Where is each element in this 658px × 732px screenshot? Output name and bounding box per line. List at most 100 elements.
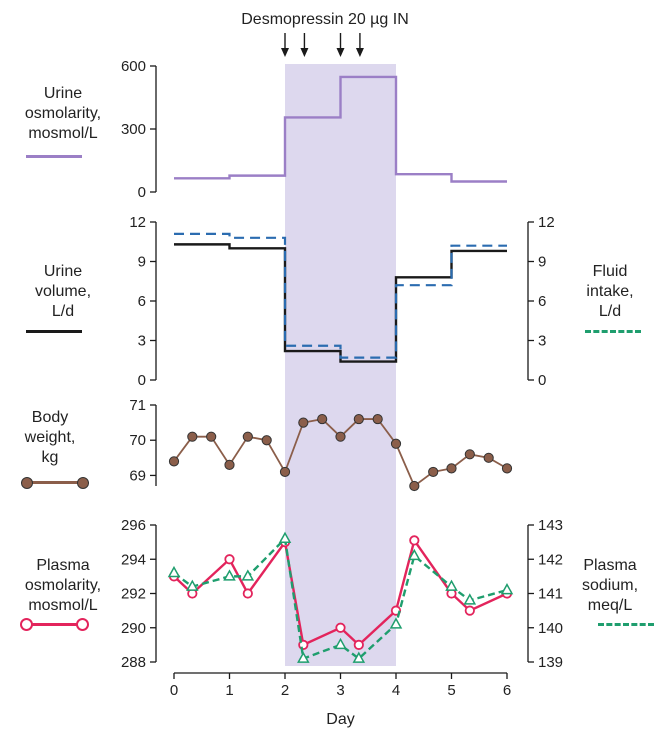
plasma-right-tick-label: 142: [538, 551, 563, 568]
plasma-sodium-point: [297, 651, 310, 663]
body-weight-point: [353, 413, 364, 425]
urine-osmolarity-legend-line: [26, 155, 82, 158]
body-weight-label: Body weight, kg: [0, 408, 100, 468]
body-weight-legend-marker: [77, 477, 89, 489]
x-axis-tick-label: 1: [225, 682, 233, 699]
desmopressin-shaded-interval: [285, 64, 396, 666]
fluid-intake-series-line: [174, 232, 507, 359]
urine-volume-label-line: Urine: [43, 263, 83, 280]
urine-osm-label-line: mosmol/L: [28, 125, 98, 142]
weight-left-tick-label: 69: [129, 467, 146, 484]
body-weight-label-line: Body: [31, 409, 69, 426]
plasma-sodium-label: Plasma sodium, meq/L: [565, 556, 655, 616]
volume-left-tick-label: 12: [129, 214, 146, 231]
body-weight-point: [409, 480, 420, 492]
plasma-osm-label-line: Plasma: [36, 557, 90, 574]
body-weight-label-line: kg: [41, 449, 59, 466]
body-weight-point: [446, 463, 457, 474]
plasma-osmolarity-point: [335, 622, 346, 633]
plasma-sodium-point: [167, 565, 181, 578]
body-weight-point: [224, 459, 235, 470]
volume-left-tick-label: 6: [138, 293, 146, 310]
volume-right-tick-label: 0: [538, 372, 546, 389]
plasma-osmolarity-point: [409, 535, 420, 546]
body-weight-point: [206, 431, 217, 442]
dose-arrow-head: [355, 48, 364, 57]
plasma-osmolarity-label: Plasma osmolarity, mosmol/L: [0, 556, 126, 616]
body-weight-point: [317, 413, 328, 425]
body-weight-legend-marker: [21, 477, 33, 489]
plasma-osmolarity-point: [224, 554, 235, 565]
body-weight-point: [168, 456, 180, 467]
urine-osmolarity-label: Urine osmolarity, mosmol/L: [0, 84, 126, 144]
urine-osm-label-line: Urine: [43, 85, 83, 102]
volume-right-tick-label: 3: [538, 333, 546, 350]
dose-arrow-head: [300, 48, 309, 57]
plasma-left-tick-label: 292: [121, 586, 146, 603]
body-weight-point: [483, 452, 494, 463]
plasma-right-tick-label: 141: [538, 586, 563, 603]
plasma-osm-label-line: mosmol/L: [28, 597, 98, 614]
fluid-intake-legend-line: [585, 330, 641, 333]
body-weight-point: [279, 466, 291, 478]
plasma-left-tick-label: 296: [121, 517, 146, 534]
plasma-sodium-point: [278, 531, 292, 543]
urine_osm-left-tick-label: 600: [121, 58, 146, 75]
plasma-left-tick-label: 294: [121, 551, 146, 568]
body-weight-point: [261, 435, 272, 446]
volume-right-tick-label: 6: [538, 293, 546, 310]
x-axis-tick-label: 4: [392, 682, 400, 699]
weight-left-tick-label: 70: [129, 432, 146, 449]
fluid-intake-label-line: Fluid: [592, 263, 628, 280]
volume-right-tick-label: 9: [538, 254, 546, 271]
axes-group: 0300600036912036912697071288290292294296…: [121, 58, 563, 728]
desmopressin-annotation: Desmopressin 20 µg IN: [241, 11, 409, 28]
plasma-sodium-point: [500, 583, 514, 595]
body-weight-point: [335, 431, 346, 442]
plasma-osmolarity-point: [242, 588, 253, 599]
volume-left-tick-label: 3: [138, 333, 146, 350]
plasma-sodium-point: [223, 569, 236, 581]
plasma-sodium-label-line: Plasma: [583, 557, 637, 574]
plasma-sodium-point: [186, 579, 199, 591]
weight-left-tick-label: 71: [129, 397, 146, 414]
body-weight-point: [464, 449, 475, 460]
x-axis-tick-label: 5: [447, 682, 455, 699]
urine-volume-legend-line: [26, 330, 82, 333]
plasma-right-tick-label: 139: [538, 654, 563, 671]
urine_osm-left-tick-label: 0: [138, 184, 146, 201]
body-weight-legend-line: [26, 481, 82, 484]
urine-osm-label-line: osmolarity,: [24, 105, 102, 122]
plasma-osmolarity-point: [464, 605, 475, 616]
urine-volume-label-line: volume,: [34, 283, 92, 300]
x-axis-tick-label: 0: [170, 682, 178, 699]
fluid-intake-label: Fluid intake, L/d: [565, 262, 655, 322]
plasma-osmolarity-legend-line: [26, 623, 82, 626]
plasma-sodium-point: [352, 651, 366, 663]
dose-arrow-head: [336, 48, 345, 57]
body-weight-point: [428, 466, 439, 478]
body-weight-point: [187, 431, 198, 442]
plasma-left-tick-label: 290: [121, 620, 146, 637]
urine_osm-left-tick-label: 300: [121, 121, 146, 138]
series-group: [167, 75, 514, 663]
body-weight-point: [242, 431, 253, 442]
dose-arrows: [281, 33, 364, 57]
plasma-sodium-label-line: sodium,: [581, 577, 639, 594]
plasma-sodium-point: [389, 617, 403, 629]
plasma-sodium-label-line: meq/L: [587, 597, 633, 614]
plasma-left-tick-label: 288: [121, 654, 146, 671]
plasma-right-tick-label: 143: [538, 517, 563, 534]
plasma-osmolarity-point: [353, 639, 364, 650]
body-weight-label-line: weight,: [24, 429, 76, 446]
x-axis-tick-label: 2: [281, 682, 289, 699]
plasma-sodium-point: [334, 637, 347, 650]
plasma-right-tick-label: 140: [538, 620, 563, 637]
urine-volume-label: Urine volume, L/d: [0, 262, 126, 322]
volume-right-tick-label: 12: [538, 214, 555, 231]
plasma-sodium-point: [241, 569, 255, 581]
x-axis-label: Day: [326, 711, 354, 728]
plasma-osmolarity-legend-marker: [20, 618, 33, 631]
plasma-sodium-point: [463, 593, 477, 605]
